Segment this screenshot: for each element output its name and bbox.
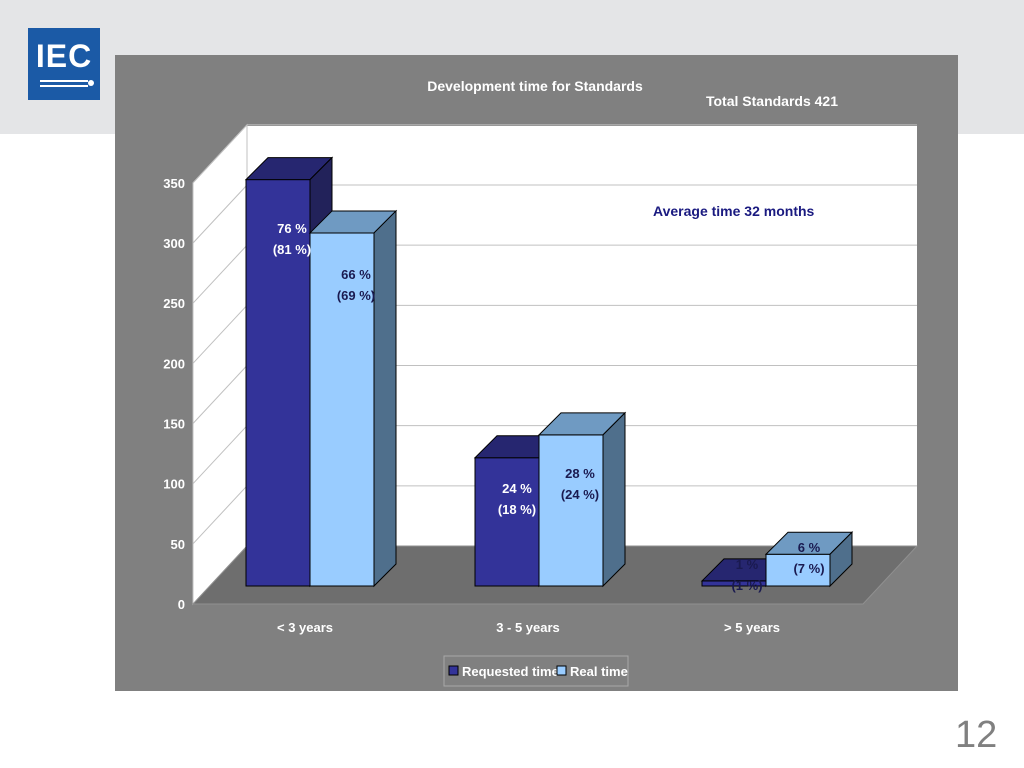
logo-text: IEC [35,38,93,74]
legend-label: Requested time [462,664,559,679]
bar-front [245,179,311,587]
y-tick-label: 150 [163,417,185,432]
bar-chart: Development time for Standards Total Sta… [163,78,919,687]
y-tick-label: 50 [171,537,185,552]
x-tick-label: < 3 years [277,620,333,635]
average-time-annotation: Average time 32 months [653,203,815,219]
plot-area: 0 50 100 150 200 250 300 350 76 % (81 %) 24 % (18 %… [163,123,919,635]
bar-front [309,232,375,587]
logo-line [40,85,88,87]
gridline-side [192,184,248,244]
legend-box [443,655,629,687]
data-label: 66 % [341,267,371,282]
data-label: 24 % [502,481,532,496]
bar-side [602,411,626,588]
data-label: (18 %) [498,502,536,517]
gridline-side [192,425,248,485]
plot-side-wall [192,123,248,606]
data-label: 76 % [277,221,307,236]
y-tick-label: 250 [163,296,185,311]
legend-swatch [556,665,567,676]
y-tick-label: 100 [163,477,185,492]
gridline-side [192,124,248,184]
data-label: (1 %) [731,578,762,593]
data-label: (7 %) [793,561,824,576]
data-label: 6 % [798,540,821,555]
chart-title: Development time for Standards [427,78,643,94]
page-number: 12 [955,714,998,756]
legend-label: Real time [570,664,628,679]
bar-front [538,434,604,587]
x-tick-label: > 5 years [724,620,780,635]
y-tick-label: 200 [163,356,185,371]
gridline-side [192,365,248,424]
bar-side [373,209,397,588]
bar-front [765,553,831,587]
data-label: (69 %) [337,288,375,303]
gridline-side [192,304,248,364]
y-tick-label: 0 [178,597,185,612]
bar-side [829,531,853,588]
iec-logo: IEC [28,28,100,100]
chart-panel: Development time for Standards Total Sta… [115,55,958,691]
plot-back-wall [247,126,917,546]
gridline-side [192,485,248,545]
y-tick-label: 350 [163,176,185,191]
logo-line [40,80,88,82]
x-tick-label: 3 - 5 years [496,620,560,635]
legend-swatch [448,665,459,676]
data-label: (24 %) [561,487,599,502]
logo-dot [88,80,94,86]
total-standards-annotation: Total Standards 421 [706,93,838,109]
data-label: (81 %) [273,242,311,257]
legend: Requested time Real time [443,655,629,687]
y-tick-label: 300 [163,236,185,251]
gridline-side [192,244,248,304]
bar-front [474,457,540,587]
data-label: 1 % [736,557,759,572]
data-label: 28 % [565,466,595,481]
